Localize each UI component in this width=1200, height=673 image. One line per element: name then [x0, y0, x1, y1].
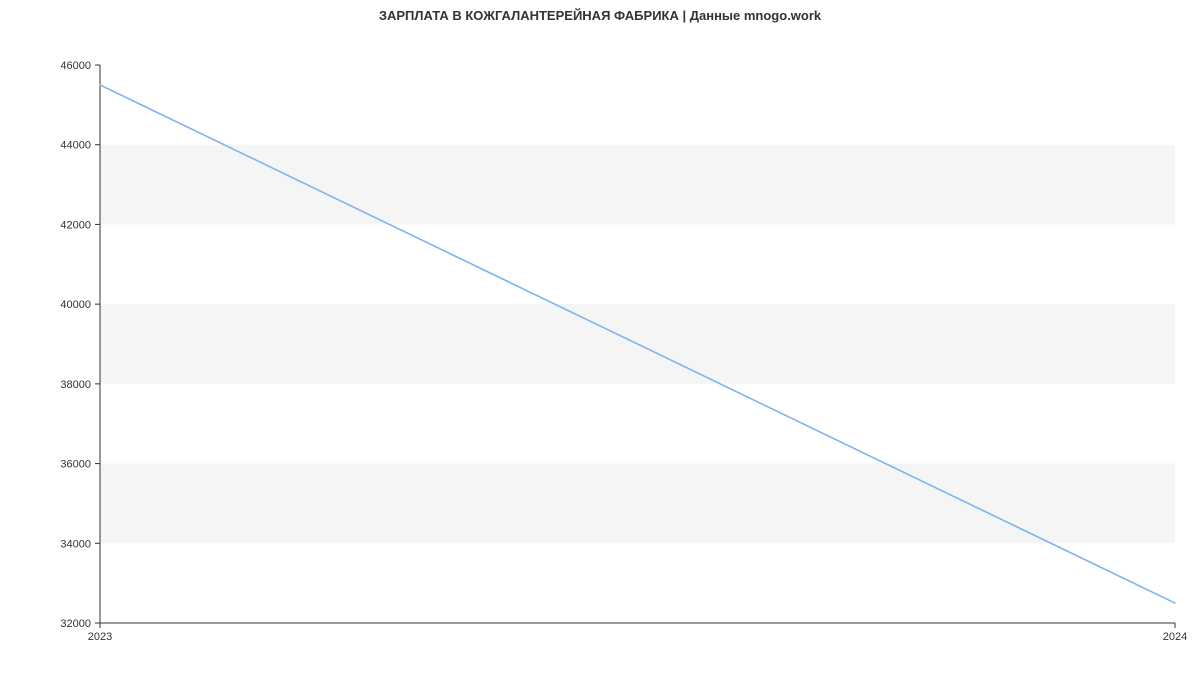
- plot-band: [100, 464, 1175, 544]
- y-tick-label: 40000: [60, 299, 91, 311]
- x-tick-label: 2023: [88, 631, 112, 643]
- chart-svg: 32000 34000 36000 38000 40000 42000 44000 46000…: [0, 23, 1200, 673]
- y-tick-label: 36000: [60, 459, 91, 471]
- y-tick-label: 44000: [60, 140, 91, 152]
- x-tick-label: 2024: [1163, 631, 1187, 643]
- plot-band: [100, 145, 1175, 225]
- y-tick-label: 46000: [60, 60, 91, 72]
- salary-line-chart: ЗАРПЛАТА В КОЖГАЛАНТЕРЕЙНАЯ ФАБРИКА | Да…: [0, 0, 1200, 650]
- y-tick-label: 34000: [60, 538, 91, 550]
- y-tick-label: 32000: [60, 618, 91, 630]
- y-tick-label: 42000: [60, 219, 91, 231]
- y-tick-label: 38000: [60, 379, 91, 391]
- chart-title: ЗАРПЛАТА В КОЖГАЛАНТЕРЕЙНАЯ ФАБРИКА | Да…: [0, 0, 1200, 23]
